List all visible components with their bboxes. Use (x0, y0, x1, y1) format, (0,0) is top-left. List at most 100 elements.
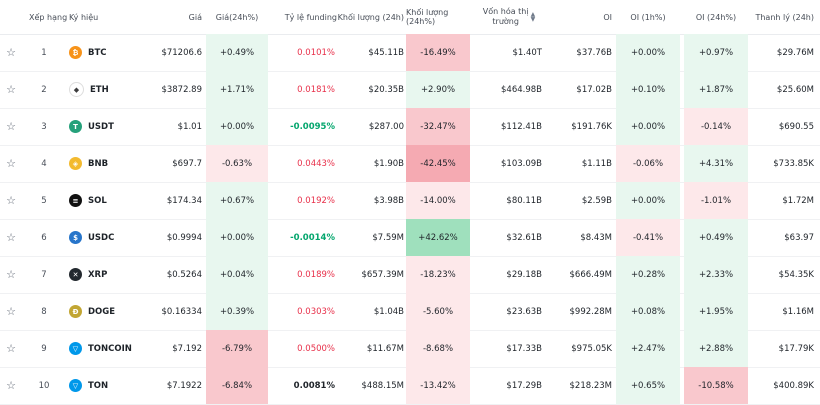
oi-cell: $191.76K (571, 121, 612, 132)
star-icon[interactable]: ☆ (6, 194, 16, 207)
oi-cell: $992.28M (569, 306, 612, 317)
oi-cell: $975.05K (571, 343, 612, 354)
solana-icon: ≡ (69, 194, 82, 207)
price-change-cell: +0.67% (206, 182, 268, 219)
header-price[interactable]: Giá (188, 12, 202, 22)
star-icon[interactable]: ☆ (6, 83, 16, 96)
price-cell: $0.9994 (166, 232, 202, 243)
symbol-cell: $ USDC (69, 219, 141, 256)
oi-24h-cell: -10.58% (684, 367, 748, 404)
star-icon[interactable]: ☆ (6, 342, 16, 355)
bnb-icon: ◈ (69, 157, 82, 170)
oi-24h-cell: -1.01% (684, 182, 748, 219)
symbol-cell: ◈ BNB (69, 145, 141, 182)
oi-cell: $17.02B (576, 84, 612, 95)
volume-change-cell: -14.00% (406, 182, 470, 219)
coin-symbol[interactable]: USDT (88, 121, 114, 132)
price-cell: $174.34 (166, 195, 202, 206)
table-row[interactable]: ☆ 6 $ USDC $0.9994 +0.00% -0.0014% $7.59M +42.62… (0, 219, 820, 257)
table-row[interactable]: ☆ 10 ▽ TON $7.1922 -6.84% 0.0081% $488.15M -13.4… (0, 367, 820, 405)
sort-icon[interactable]: ▲ ▼ (530, 11, 536, 23)
star-icon[interactable]: ☆ (6, 157, 16, 170)
price-cell: $0.16334 (161, 306, 202, 317)
volume-change-cell: -13.42% (406, 367, 470, 404)
market-cap-cell: $80.11B (506, 195, 542, 206)
market-cap-cell: $29.18B (506, 269, 542, 280)
volume-change-cell: -5.60% (406, 293, 470, 330)
coin-symbol[interactable]: USDC (88, 232, 115, 243)
star-icon[interactable]: ☆ (6, 46, 16, 59)
table-row[interactable]: ☆ 3 T USDT $1.01 +0.00% -0.0095% $287.00 -32.47%… (0, 108, 820, 146)
header-volume-change[interactable]: Khối lượng (24h%) (406, 8, 449, 26)
price-cell: $7.1922 (166, 380, 202, 391)
star-icon[interactable]: ☆ (6, 379, 16, 392)
coin-symbol[interactable]: BNB (88, 158, 109, 169)
table-row[interactable]: ☆ 8 Ð DOGE $0.16334 +0.39% 0.0303% $1.04B -5.60%… (0, 293, 820, 331)
coin-symbol[interactable]: ETH (90, 84, 109, 95)
volume-cell: $11.67M (366, 343, 404, 354)
table-row[interactable]: ☆ 5 ≡ SOL $174.34 +0.67% 0.0192% $3.98B -14.00% $… (0, 182, 820, 220)
liquidation-cell: $17.79K (778, 343, 814, 354)
table-row[interactable]: ☆ 2 ◆ ETH $3872.89 +1.71% 0.0181% $20.35B +2.90%… (0, 71, 820, 109)
oi-cell: $2.59B (581, 195, 612, 206)
coin-symbol[interactable]: BTC (88, 47, 107, 58)
star-icon[interactable]: ☆ (6, 268, 16, 281)
liquidation-cell: $690.55 (778, 121, 814, 132)
oi-24h-cell: +1.87% (684, 71, 748, 108)
symbol-cell: ✕ XRP (69, 256, 141, 293)
header-volume[interactable]: Khối lượng (24h) (337, 12, 404, 22)
header-oi-1h[interactable]: OI (1h%) (630, 12, 666, 22)
rank-cell: 2 (41, 84, 47, 95)
price-change-cell: -0.63% (206, 145, 268, 182)
liquidation-cell: $400.89K (773, 380, 814, 391)
funding-cell: 0.0101% (297, 47, 335, 58)
star-icon[interactable]: ☆ (6, 120, 16, 133)
volume-change-cell: +2.90% (406, 71, 470, 108)
oi-1h-cell: -0.41% (616, 219, 680, 256)
table-row[interactable]: ☆ 9 ▽ TONCOIN $7.192 -6.79% 0.0500% $11.67M -8.6… (0, 330, 820, 368)
table-row[interactable]: ☆ 4 ◈ BNB $697.7 -0.63% 0.0443% $1.90B -42.45% $1… (0, 145, 820, 183)
market-cap-cell: $103.09B (501, 158, 542, 169)
tether-icon: T (69, 120, 82, 133)
coin-symbol[interactable]: TON (88, 380, 109, 391)
ethereum-icon: ◆ (69, 82, 84, 97)
table-row[interactable]: ☆ 1 ₿ BTC $71206.6 +0.49% 0.0101% $45.11B -16.49… (0, 34, 820, 72)
table-row[interactable]: ☆ 7 ✕ XRP $0.5264 +0.04% 0.0189% $657.39M -18.23… (0, 256, 820, 294)
coin-symbol[interactable]: DOGE (88, 306, 116, 317)
market-cap-cell: $1.40T (512, 47, 542, 58)
header-funding[interactable]: Tỷ lệ funding (284, 12, 337, 22)
header-oi-24h[interactable]: OI (24h%) (695, 12, 737, 22)
oi-1h-cell: +0.10% (616, 71, 680, 108)
market-cap-cell: $464.98B (501, 84, 542, 95)
oi-24h-cell: +0.97% (684, 34, 748, 71)
oi-cell: $666.49M (569, 269, 612, 280)
header-oi[interactable]: OI (603, 12, 612, 22)
header-rank[interactable]: Xếp hạng (29, 12, 68, 22)
doge-icon: Ð (69, 305, 82, 318)
header-liquidation[interactable]: Thanh lý (24h) (755, 12, 814, 22)
oi-24h-cell: +2.88% (684, 330, 748, 367)
header-symbol[interactable]: Ký hiệu (69, 12, 99, 22)
oi-1h-cell: +0.00% (616, 182, 680, 219)
volume-cell: $1.04B (373, 306, 404, 317)
rank-cell: 4 (41, 158, 47, 169)
symbol-cell: ≡ SOL (69, 182, 141, 219)
symbol-cell: ▽ TONCOIN (69, 330, 141, 367)
coin-symbol[interactable]: SOL (88, 195, 107, 206)
volume-change-cell: +42.62% (406, 219, 470, 256)
volume-cell: $287.00 (368, 121, 404, 132)
coin-symbol[interactable]: XRP (88, 269, 108, 280)
oi-24h-cell: +4.31% (684, 145, 748, 182)
coin-symbol[interactable]: TONCOIN (88, 343, 132, 354)
star-icon[interactable]: ☆ (6, 305, 16, 318)
volume-change-cell: -8.68% (406, 330, 470, 367)
price-change-cell: +0.04% (206, 256, 268, 293)
liquidation-cell: $25.60M (776, 84, 814, 95)
header-price-change[interactable]: Giá(24h%) (215, 12, 259, 22)
oi-24h-cell: +1.95% (684, 293, 748, 330)
volume-change-cell: -32.47% (406, 108, 470, 145)
header-market-cap[interactable]: Vốn hóa thị trường ▲ ▼ (476, 0, 542, 34)
price-change-cell: +0.39% (206, 293, 268, 330)
usdc-icon: $ (69, 231, 82, 244)
star-icon[interactable]: ☆ (6, 231, 16, 244)
